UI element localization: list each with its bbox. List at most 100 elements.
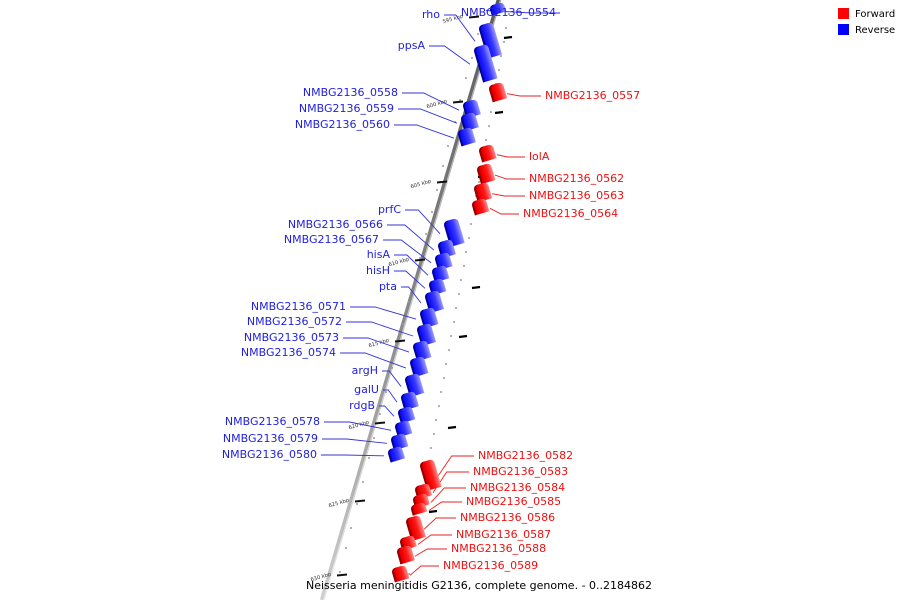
- gene-label[interactable]: hisA: [367, 248, 391, 261]
- gene-label[interactable]: NMBG2136_0584: [470, 481, 565, 494]
- gene-body: [397, 545, 415, 565]
- gene-glyph-nmbg2136_0564[interactable]: [471, 198, 490, 216]
- gene-glyph-nmbg2136_0563[interactable]: [473, 182, 493, 203]
- gene-label[interactable]: NMBG2136_0557: [545, 89, 640, 102]
- gene-glyph-nmbg2136_0580[interactable]: [387, 446, 406, 463]
- gene-label[interactable]: argH: [352, 364, 378, 377]
- gene-label[interactable]: NMBG2136_0587: [456, 528, 551, 541]
- gene-glyph-nmbg2136_0578[interactable]: [394, 420, 413, 438]
- gene-label[interactable]: NMBG2136_0580: [222, 448, 317, 461]
- gene-glyph-nmbg2136_0573[interactable]: [412, 340, 432, 362]
- gene-label[interactable]: prfC: [378, 203, 401, 216]
- gene-body: [401, 391, 419, 411]
- gene-glyph-nmbg2136_0585[interactable]: [410, 502, 428, 516]
- gene-label[interactable]: NMBG2136_0554: [461, 6, 556, 19]
- gene-label[interactable]: NMBG2136_0560: [295, 118, 390, 131]
- gene-label[interactable]: hisH: [366, 264, 390, 277]
- gene-leader-line: [402, 92, 460, 111]
- ruler-tick: 630 kbp: [310, 571, 348, 583]
- gene-body: [472, 198, 490, 216]
- gene-shadow-face: [411, 504, 416, 516]
- gene-glyph-nmbg2136_0589[interactable]: [391, 565, 410, 583]
- gene-glyph-lola[interactable]: [478, 144, 497, 163]
- gene-shadow-face: [477, 165, 484, 185]
- gene-label[interactable]: NMBG2136_0562: [529, 172, 624, 185]
- gene-label[interactable]: rho: [422, 8, 440, 21]
- gene-label[interactable]: galU: [354, 383, 379, 396]
- gene-shadow-face: [474, 46, 486, 83]
- gene-leader-line: [379, 405, 395, 417]
- gene-label[interactable]: NMBG2136_0582: [478, 449, 573, 462]
- gene-leader-line: [398, 108, 458, 124]
- gene-leader-line: [506, 93, 541, 97]
- gene-shadow-face: [398, 408, 403, 424]
- ruler-tick-label: 610 kbp: [388, 256, 411, 268]
- gene-label[interactable]: NMBG2136_0588: [451, 542, 546, 555]
- gene-shadow-face: [435, 254, 441, 271]
- ruler-tick: 600 kbp: [426, 98, 464, 110]
- gene-body: [392, 565, 410, 583]
- gene-leader-line: [340, 352, 407, 369]
- gene-glyph-nmbg2136_0582[interactable]: [419, 459, 442, 491]
- gene-leader-line: [423, 517, 456, 530]
- gene-label[interactable]: NMBG2136_0589: [443, 559, 538, 572]
- gene-leader-line: [346, 321, 414, 337]
- gene-label[interactable]: NMBG2136_0578: [225, 415, 320, 428]
- gene-label[interactable]: NMBG2136_0574: [241, 346, 336, 359]
- gene-leader-line: [429, 45, 471, 65]
- gene-glyph-nmbg2136_0579[interactable]: [390, 433, 409, 451]
- gene-body: [463, 99, 481, 119]
- gene-shadow-face: [489, 84, 495, 103]
- gene-glyph-nmbg2136_0588[interactable]: [396, 545, 415, 565]
- gene-label[interactable]: NMBG2136_0563: [529, 189, 624, 202]
- gene-label[interactable]: pta: [379, 280, 397, 293]
- gene-glyph-nmbg2136_0557[interactable]: [488, 82, 508, 103]
- gene-label[interactable]: NMBG2136_0573: [244, 331, 339, 344]
- gene-label[interactable]: NMBG2136_0572: [247, 315, 342, 328]
- gene-shadow-face: [406, 517, 414, 542]
- legend-label-reverse: Reverse: [855, 25, 895, 36]
- gene-shadow-face: [401, 393, 407, 411]
- gene-label[interactable]: NMBG2136_0558: [303, 86, 398, 99]
- gene-glyph-nmbg2136_0562[interactable]: [476, 163, 496, 185]
- gene-label[interactable]: lolA: [529, 150, 550, 163]
- gene-label[interactable]: NMBG2136_0571: [251, 300, 346, 313]
- gene-label[interactable]: NMBG2136_0559: [299, 102, 394, 115]
- gene-label[interactable]: NMBG2136_0585: [466, 495, 561, 508]
- gene-leader-line: [414, 548, 447, 557]
- gene-label[interactable]: rdgB: [349, 399, 375, 412]
- figure-caption: Neisseria meningitidis G2136, complete g…: [306, 579, 652, 592]
- gene-glyph-hisa[interactable]: [431, 265, 450, 283]
- gene-glyph-nmbg2136_0554[interactable]: [489, 2, 507, 16]
- ruler-tick: 625 kbp: [328, 497, 366, 509]
- gene-label[interactable]: NMBG2136_0566: [288, 218, 383, 231]
- gene-label[interactable]: NMBG2136_0586: [460, 511, 555, 524]
- gene-glyph-ppsa[interactable]: [473, 44, 498, 83]
- gene-glyph-nmbg2136_0572[interactable]: [416, 323, 437, 347]
- ruler-tick-mark: [452, 100, 464, 104]
- gene-label[interactable]: NMBG2136_0583: [473, 465, 568, 478]
- gene-label[interactable]: NMBG2136_0564: [523, 207, 618, 220]
- gene-glyph-galu[interactable]: [400, 391, 419, 411]
- ruler-tick-label: 600 kbp: [426, 98, 449, 110]
- ruler-tick-label: 595 kbp: [442, 13, 465, 25]
- ruler-tick: 610 kbp: [388, 256, 426, 268]
- gene-shadow-face: [472, 200, 477, 216]
- gene-glyph-nmbg2136_0567[interactable]: [434, 252, 453, 271]
- gene-body: [479, 22, 502, 59]
- gene-label[interactable]: NMBG2136_0567: [284, 233, 379, 246]
- gene-label[interactable]: NMBG2136_0579: [223, 432, 318, 445]
- ruler-tick-mark: [336, 573, 348, 577]
- gene-label[interactable]: ppsA: [398, 39, 426, 52]
- gene-glyph-nmbg2136_0560[interactable]: [457, 127, 476, 147]
- gene-leader-line: [489, 207, 519, 215]
- ruler-tick-label: 605 kbp: [410, 178, 433, 190]
- gene-glyph-nmbg2136_0571[interactable]: [419, 307, 439, 329]
- gene-glyph-argh[interactable]: [404, 373, 425, 398]
- gene-glyph-nmbg2136_0574[interactable]: [409, 356, 429, 378]
- gene-glyph-nmbg2136_0559[interactable]: [460, 112, 479, 132]
- gene-body: [489, 82, 508, 103]
- gene-leader-line: [405, 209, 441, 235]
- gene-glyph-rdgb[interactable]: [397, 406, 416, 424]
- gene-glyph-nmbg2136_0586[interactable]: [405, 515, 426, 542]
